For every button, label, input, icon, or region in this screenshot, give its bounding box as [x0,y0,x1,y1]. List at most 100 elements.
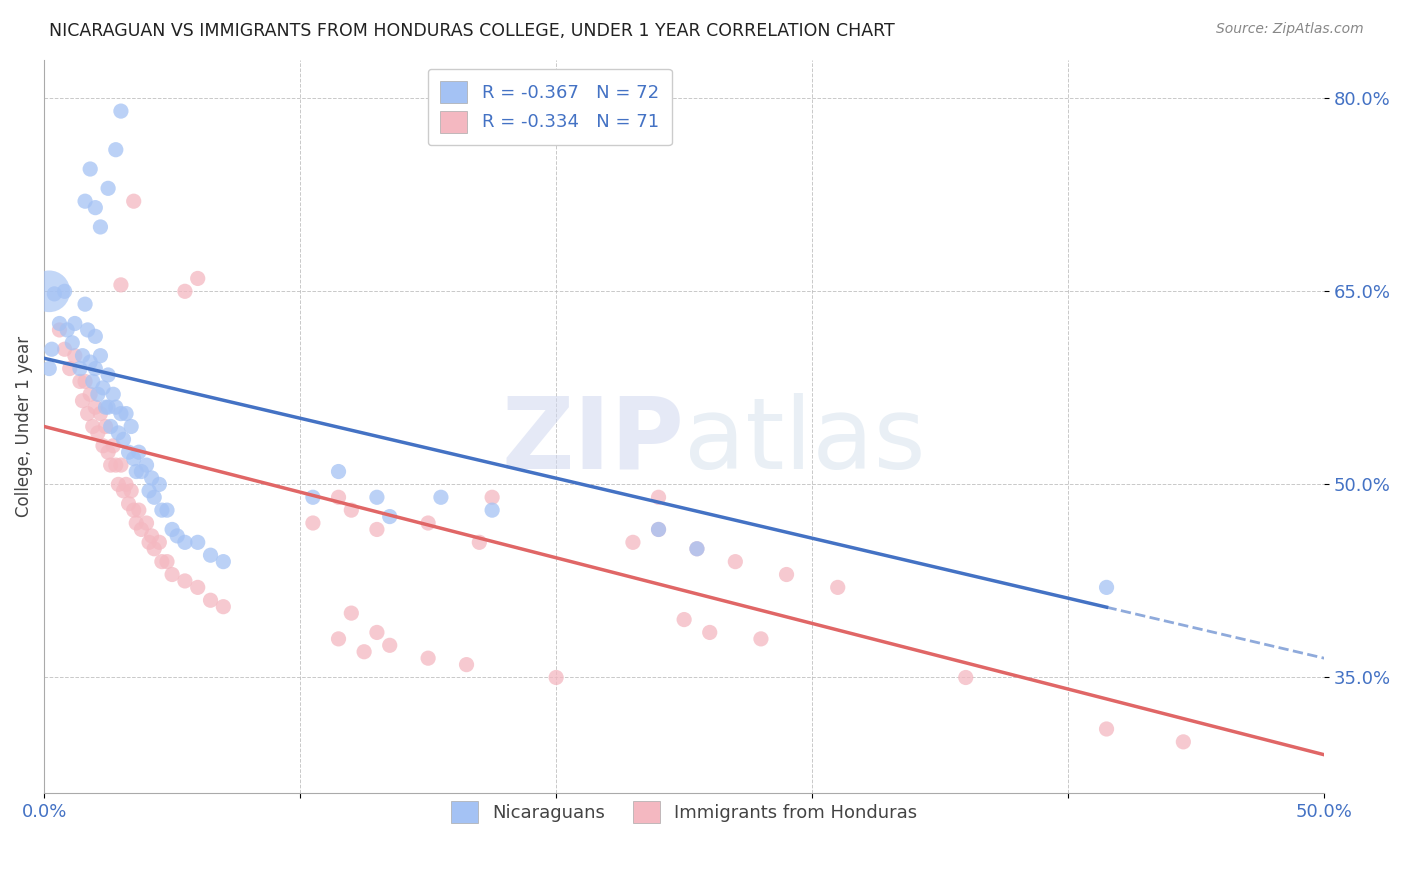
Point [110,458,132,472]
Point [200,548,222,562]
Point [82,419,104,434]
Point [97,368,120,382]
Point [340,503,363,517]
Point [135,458,157,472]
Point [44,286,66,301]
Point [143,541,166,556]
Point [174,285,197,299]
Point [366,625,388,640]
Point [91,381,114,395]
Point [160,523,183,537]
Point [59,361,82,376]
Point [150,555,173,569]
Point [328,490,350,504]
Point [97,400,120,414]
Point [430,490,453,504]
Point [141,529,163,543]
Point [724,555,747,569]
Point [378,509,401,524]
Point [48,323,70,337]
Point [75,297,97,311]
Point [647,523,669,537]
Point [673,613,696,627]
Point [187,271,209,285]
Point [135,516,157,530]
Point [91,439,114,453]
Point [79,161,101,176]
Point [63,349,86,363]
Point [72,393,94,408]
Point [143,490,166,504]
Point [174,574,197,588]
Point [84,400,107,414]
Point [84,329,107,343]
Point [827,581,849,595]
Point [150,503,173,517]
Point [79,387,101,401]
Point [110,407,132,421]
Point [955,671,977,685]
Y-axis label: College, Under 1 year: College, Under 1 year [15,336,32,517]
Point [48,317,70,331]
Point [104,143,127,157]
Legend: Nicaraguans, Immigrants from Honduras: Nicaraguans, Immigrants from Honduras [439,789,929,836]
Point [53,343,76,357]
Point [328,465,350,479]
Point [69,375,91,389]
Point [117,497,139,511]
Point [107,425,129,440]
Point [112,483,135,498]
Point [125,465,148,479]
Point [212,555,235,569]
Point [97,445,120,459]
Point [200,593,222,607]
Point [138,535,160,549]
Text: ZIP: ZIP [502,392,685,490]
Point [187,535,209,549]
Text: Source: ZipAtlas.com: Source: ZipAtlas.com [1216,22,1364,37]
Point [481,490,503,504]
Point [138,483,160,498]
Point [122,194,145,209]
Point [89,219,111,234]
Point [104,458,127,472]
Point [82,375,104,389]
Point [120,483,142,498]
Point [647,523,669,537]
Point [775,567,797,582]
Point [212,599,235,614]
Point [72,349,94,363]
Point [103,387,125,401]
Point [76,407,98,421]
Point [128,503,150,517]
Point [115,477,138,491]
Point [174,535,197,549]
Point [75,375,97,389]
Point [416,516,439,530]
Point [131,523,153,537]
Point [302,516,325,530]
Point [749,632,772,646]
Point [122,451,145,466]
Text: atlas: atlas [685,392,925,490]
Text: NICARAGUAN VS IMMIGRANTS FROM HONDURAS COLLEGE, UNDER 1 YEAR CORRELATION CHART: NICARAGUAN VS IMMIGRANTS FROM HONDURAS C… [49,22,896,40]
Point [41,343,63,357]
Point [97,181,120,195]
Point [38,361,60,376]
Point [187,581,209,595]
Point [378,638,401,652]
Point [340,606,363,620]
Point [366,523,388,537]
Point [456,657,478,672]
Point [122,503,145,517]
Point [160,567,183,582]
Point [94,419,117,434]
Point [125,516,148,530]
Point [107,477,129,491]
Point [87,425,110,440]
Point [84,361,107,376]
Point [110,104,132,119]
Point [302,490,325,504]
Point [166,529,188,543]
Point [104,400,127,414]
